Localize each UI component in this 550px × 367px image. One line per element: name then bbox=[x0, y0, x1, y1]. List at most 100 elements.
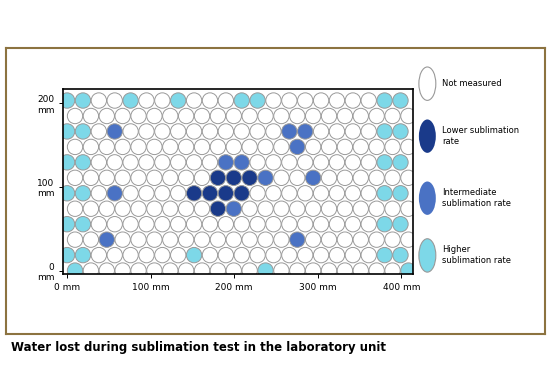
Circle shape bbox=[337, 139, 353, 155]
Circle shape bbox=[242, 263, 257, 278]
Circle shape bbox=[186, 155, 202, 170]
Circle shape bbox=[290, 263, 305, 278]
Circle shape bbox=[218, 247, 234, 263]
Circle shape bbox=[59, 186, 75, 201]
Circle shape bbox=[139, 124, 154, 139]
Circle shape bbox=[401, 139, 416, 155]
Text: F I G U R E   5: F I G U R E 5 bbox=[207, 12, 343, 30]
Circle shape bbox=[419, 67, 436, 100]
Text: Lower sublimation
rate: Lower sublimation rate bbox=[442, 126, 519, 146]
Circle shape bbox=[123, 93, 138, 108]
Circle shape bbox=[107, 217, 123, 232]
Circle shape bbox=[234, 124, 249, 139]
Circle shape bbox=[290, 170, 305, 185]
Circle shape bbox=[99, 201, 114, 217]
Circle shape bbox=[258, 201, 273, 217]
Circle shape bbox=[258, 170, 273, 185]
Circle shape bbox=[377, 186, 392, 201]
Circle shape bbox=[337, 201, 353, 217]
Circle shape bbox=[282, 124, 297, 139]
Circle shape bbox=[337, 108, 353, 124]
Circle shape bbox=[250, 93, 265, 108]
Circle shape bbox=[59, 93, 75, 108]
Circle shape bbox=[131, 232, 146, 247]
Circle shape bbox=[290, 139, 305, 155]
Circle shape bbox=[258, 232, 273, 247]
Circle shape bbox=[226, 108, 241, 124]
Circle shape bbox=[202, 93, 218, 108]
Circle shape bbox=[377, 247, 392, 263]
Circle shape bbox=[345, 186, 361, 201]
Circle shape bbox=[419, 181, 436, 215]
Circle shape bbox=[393, 93, 408, 108]
Circle shape bbox=[186, 247, 202, 263]
Circle shape bbox=[186, 186, 202, 201]
Circle shape bbox=[282, 247, 297, 263]
Circle shape bbox=[210, 170, 225, 185]
Circle shape bbox=[361, 247, 376, 263]
Circle shape bbox=[314, 124, 329, 139]
Circle shape bbox=[305, 263, 321, 278]
Circle shape bbox=[321, 170, 337, 185]
Circle shape bbox=[170, 93, 186, 108]
Circle shape bbox=[115, 201, 130, 217]
Circle shape bbox=[321, 201, 337, 217]
Circle shape bbox=[131, 263, 146, 278]
Circle shape bbox=[210, 232, 225, 247]
Circle shape bbox=[234, 247, 249, 263]
Circle shape bbox=[202, 186, 218, 201]
Circle shape bbox=[337, 232, 353, 247]
Circle shape bbox=[401, 201, 416, 217]
Circle shape bbox=[202, 217, 218, 232]
Circle shape bbox=[186, 124, 202, 139]
Circle shape bbox=[250, 217, 265, 232]
Circle shape bbox=[290, 201, 305, 217]
Circle shape bbox=[361, 124, 376, 139]
Circle shape bbox=[99, 108, 114, 124]
Circle shape bbox=[266, 217, 281, 232]
Circle shape bbox=[123, 155, 138, 170]
Circle shape bbox=[67, 232, 82, 247]
Circle shape bbox=[337, 263, 353, 278]
Circle shape bbox=[83, 201, 98, 217]
Circle shape bbox=[385, 263, 400, 278]
Circle shape bbox=[321, 263, 337, 278]
Circle shape bbox=[163, 139, 178, 155]
Circle shape bbox=[266, 124, 281, 139]
Circle shape bbox=[75, 186, 91, 201]
Circle shape bbox=[147, 170, 162, 185]
Circle shape bbox=[202, 124, 218, 139]
Circle shape bbox=[210, 108, 225, 124]
Circle shape bbox=[194, 139, 210, 155]
Circle shape bbox=[67, 139, 82, 155]
Circle shape bbox=[91, 217, 107, 232]
Circle shape bbox=[91, 124, 107, 139]
Circle shape bbox=[242, 139, 257, 155]
Circle shape bbox=[178, 263, 194, 278]
Circle shape bbox=[393, 186, 408, 201]
Circle shape bbox=[274, 170, 289, 185]
Circle shape bbox=[305, 201, 321, 217]
Circle shape bbox=[345, 124, 361, 139]
Circle shape bbox=[107, 186, 123, 201]
Circle shape bbox=[178, 139, 194, 155]
Circle shape bbox=[155, 247, 170, 263]
Circle shape bbox=[115, 263, 130, 278]
Circle shape bbox=[385, 170, 400, 185]
Circle shape bbox=[242, 232, 257, 247]
Circle shape bbox=[329, 155, 345, 170]
Circle shape bbox=[155, 124, 170, 139]
Circle shape bbox=[218, 93, 234, 108]
Circle shape bbox=[298, 247, 313, 263]
Circle shape bbox=[115, 170, 130, 185]
Circle shape bbox=[139, 93, 154, 108]
Circle shape bbox=[234, 217, 249, 232]
Circle shape bbox=[353, 201, 369, 217]
Circle shape bbox=[99, 139, 114, 155]
Circle shape bbox=[226, 232, 241, 247]
Circle shape bbox=[329, 186, 345, 201]
Circle shape bbox=[329, 217, 345, 232]
Circle shape bbox=[131, 201, 146, 217]
Circle shape bbox=[274, 263, 289, 278]
Circle shape bbox=[226, 263, 241, 278]
